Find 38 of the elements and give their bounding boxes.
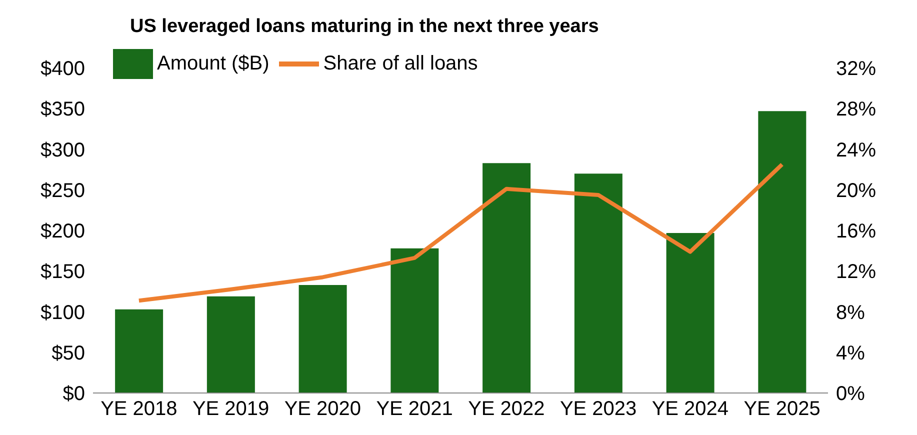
bar [115, 309, 164, 393]
x-tick-label: YE 2022 [468, 398, 545, 420]
bar [298, 284, 347, 393]
y-tick-label: $100 [40, 302, 85, 324]
x-tick-label: YE 2019 [192, 398, 270, 420]
chart-title: US leveraged loans maturing in the next three years [130, 16, 599, 38]
legend-label: Amount ($B) [157, 52, 270, 74]
x-tick-label: YE 2020 [284, 398, 362, 420]
y-tick-label: $350 [40, 98, 85, 121]
y2-tick-label: 8% [836, 302, 866, 324]
bar [666, 232, 714, 393]
y2-tick-label: 28% [836, 98, 876, 121]
y-tick-label: $300 [40, 139, 85, 162]
y-tick-label: $0 [62, 383, 85, 406]
bar [482, 163, 531, 393]
y-tick-label: $50 [52, 342, 85, 364]
x-tick-label: YE 2021 [376, 398, 453, 420]
y2-tick-label: 24% [836, 139, 876, 162]
y-tick-label: $150 [40, 261, 85, 284]
y2-tick-label: 4% [836, 342, 866, 364]
y2-tick-label: 0% [836, 383, 866, 406]
bar [574, 174, 622, 393]
y2-tick-label: 20% [836, 180, 876, 202]
x-tick-label: YE 2024 [652, 398, 729, 420]
bar [206, 296, 255, 393]
y-tick-label: $200 [40, 220, 85, 243]
x-tick-label: YE 2023 [560, 398, 637, 420]
y-tick-label: $400 [40, 58, 85, 80]
line-series [136, 162, 784, 303]
y-tick-label: $250 [40, 180, 85, 202]
x-tick-label: YE 2025 [744, 398, 820, 420]
legend-label: Share of all loans [323, 52, 478, 74]
y2-tick-label: 16% [836, 220, 876, 243]
y2-tick-label: 32% [836, 58, 876, 80]
bar [390, 248, 439, 393]
x-tick-label: YE 2018 [100, 398, 178, 420]
y2-tick-label: 12% [836, 261, 876, 284]
bar [758, 111, 806, 393]
